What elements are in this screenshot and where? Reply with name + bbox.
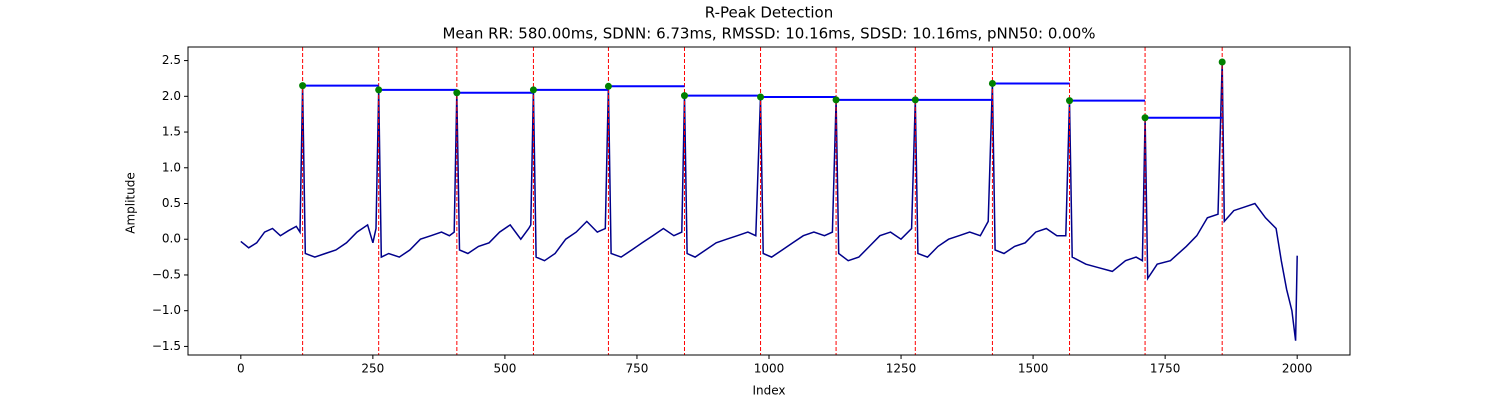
y-tick-label: 1.5 — [162, 125, 181, 139]
peak-point — [832, 96, 840, 104]
x-tick-label: 2000 — [1282, 362, 1313, 376]
y-tick-label: −1.0 — [152, 303, 181, 317]
x-tick-label: 500 — [493, 362, 516, 376]
y-tick-label: 1.0 — [162, 160, 181, 174]
peak-point — [757, 93, 765, 101]
x-tick-label: 1500 — [1018, 362, 1049, 376]
x-tick-label: 250 — [361, 362, 384, 376]
y-axis-label: Amplitude — [124, 172, 138, 234]
peak-point — [1066, 97, 1074, 105]
x-tick-label: 1750 — [1150, 362, 1181, 376]
y-tick-label: 0.5 — [162, 196, 181, 210]
peak-point — [911, 96, 919, 104]
peak-point — [375, 86, 383, 94]
chart-title: R-Peak Detection — [705, 4, 833, 22]
peak-point — [299, 82, 307, 90]
x-tick-label: 1250 — [886, 362, 917, 376]
y-tick-label: 2.0 — [162, 89, 181, 103]
peak-point — [453, 89, 461, 97]
peak-point — [680, 92, 688, 100]
chart-subtitle: Mean RR: 580.00ms, SDNN: 6.73ms, RMSSD: … — [442, 25, 1095, 43]
signal-line — [240, 61, 1298, 341]
y-tick-label: −0.5 — [152, 267, 181, 281]
peak-point — [1218, 58, 1226, 66]
y-tick-label: 0.0 — [162, 232, 181, 246]
peak-point — [1141, 114, 1149, 122]
peak-point — [988, 79, 996, 87]
y-tick-label: −1.5 — [152, 339, 181, 353]
x-axis-label: Index — [752, 384, 785, 398]
peak-point — [604, 82, 612, 90]
x-tick-label: 0 — [237, 362, 245, 376]
peak-point — [529, 86, 537, 94]
x-tick-label: 1000 — [754, 362, 785, 376]
x-tick-label: 750 — [626, 362, 649, 376]
plot-frame — [187, 46, 1351, 356]
y-tick-label: 2.5 — [162, 53, 181, 67]
